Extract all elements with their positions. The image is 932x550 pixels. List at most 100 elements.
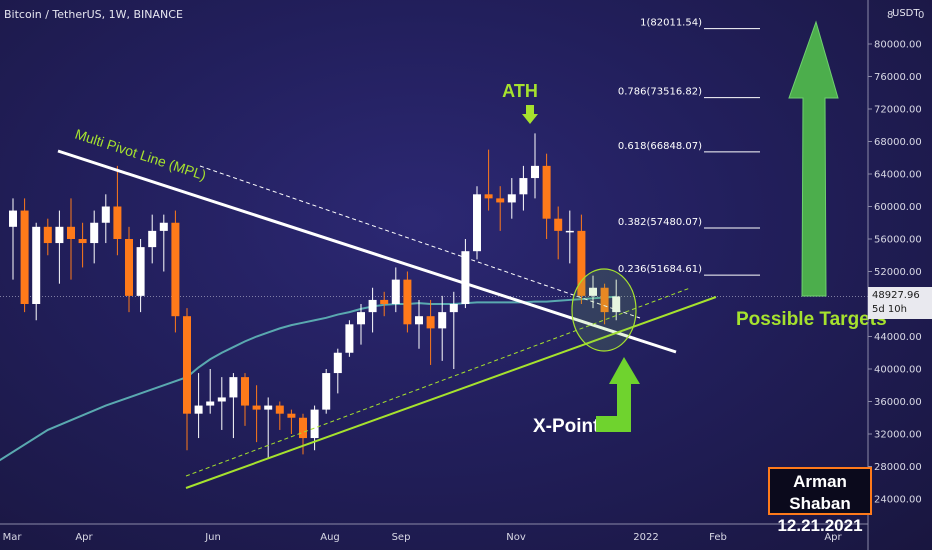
candle-body [229,377,238,398]
x-tick-label: Nov [506,532,526,543]
candle-body [78,239,87,244]
y-tick-label: 28000.00 [874,462,922,473]
candle-body [380,299,389,304]
x-tick-label: Sep [392,532,411,543]
candle-body [217,397,226,402]
y-tick-label: 40000.00 [874,365,922,376]
candle-body [171,222,180,317]
fib-label: 0.236(51684.61) [618,264,702,275]
candle-body [403,279,412,325]
candle-body [43,226,52,244]
candle-body [589,287,597,296]
candle-body [252,405,261,410]
candle-body [322,373,331,410]
candle-body [542,165,551,219]
candle-body [90,222,99,244]
x-point-circle [571,268,637,352]
symbol-title: Bitcoin / TetherUS, 1W, BINANCE [4,8,183,21]
author-date: 12.21.2021 [777,516,863,535]
x-tick-label: Feb [709,532,727,543]
fib-label: 0.382(57480.07) [618,217,702,228]
x-point-label: X-Point [533,416,600,437]
author-badge: Arman Shaban 12.21.2021 [768,467,872,535]
candle-body [612,296,621,313]
y-tick-label: 24000.00 [874,495,922,506]
last-price: 48927.96 [872,290,920,301]
y-axis: 80000.00 76000.00 72000.00 68000.00 64000.00… [867,0,924,550]
y-tick-label: 76000.00 [874,72,922,83]
x-tick-label: Apr [824,532,842,543]
target-arrow-icon [788,20,839,297]
fib-label: 0.786(73516.82) [618,87,702,98]
candle-body [461,251,470,304]
x-tick-label: Mar [3,532,23,543]
bar-countdown: 5d 10h [872,304,907,315]
ath-label: ATH [502,81,538,101]
candle-body [507,194,516,203]
candle-body [159,222,168,231]
candle-body [32,226,41,304]
y-tick-label: 52000.00 [874,267,922,278]
y-tick-label: 60000.00 [874,202,922,213]
candle-body [438,312,447,329]
candle-body [577,230,586,296]
candle-body [101,206,110,223]
candle-body [241,377,249,406]
x-axis: Mar Apr Jun Aug Sep Nov 2022 Feb Apr [0,523,868,543]
candle-body [415,316,423,325]
candle-body [426,316,435,329]
candle-body [194,405,203,414]
candle-body [600,287,609,313]
candles [9,133,621,459]
y-tick-label: 8 [887,10,893,21]
y-tick-label: 32000.00 [874,430,922,441]
y-tick-label: 36000.00 [874,397,922,408]
y-tick-label: 64000.00 [874,170,922,181]
x-tick-label: Apr [75,532,93,543]
candle-body [496,198,505,203]
drawings: Multi Pivot Line (MPL) ATH Possible Target… [57,20,887,489]
y-tick-label: 68000.00 [874,137,922,148]
candle-body [67,226,75,239]
candle-body [264,405,273,410]
candle-body [357,312,365,325]
y-tick-label: 0 [918,10,924,21]
candle-body [484,194,493,199]
candle-body [20,210,29,304]
candle-body [310,409,319,439]
candle-body [473,194,481,252]
fib-label: 0.618(66848.07) [618,141,702,152]
mpl-label: Multi Pivot Line (MPL) [73,126,208,184]
candle-body [206,401,215,406]
fib-levels: 1(82011.54) 0.786(73516.82) 0.618(66848.07… [618,18,760,276]
author-name: Arman Shaban [789,472,851,513]
candle-body [299,417,307,439]
candle-body [183,316,191,414]
candle-body [519,178,528,195]
candle-body [531,165,539,179]
y-tick-label: 80000.00 [874,40,922,51]
candle-body [345,324,354,353]
y-tick-label: 56000.00 [874,235,922,246]
candle-body [55,226,64,244]
mpl-dashed-line [199,165,641,319]
candle-body [275,405,284,414]
candle-body [333,352,342,374]
y-tick-label: 44000.00 [874,332,922,343]
x-point-arrow-icon [596,357,640,432]
targets-label: Possible Targets [736,309,887,330]
y-tick-label: 72000.00 [874,105,922,116]
ath-arrow-icon [522,105,538,124]
candle-body [148,230,157,248]
candle-body [565,230,574,233]
candle-body [391,279,400,304]
x-tick-label: Aug [320,532,340,543]
support-dashed-line [185,287,691,477]
candle-body [368,299,377,313]
candle-body [287,413,296,418]
currency-unit: USDT [892,8,920,19]
candle-body [125,239,133,296]
moving-average [0,295,617,462]
